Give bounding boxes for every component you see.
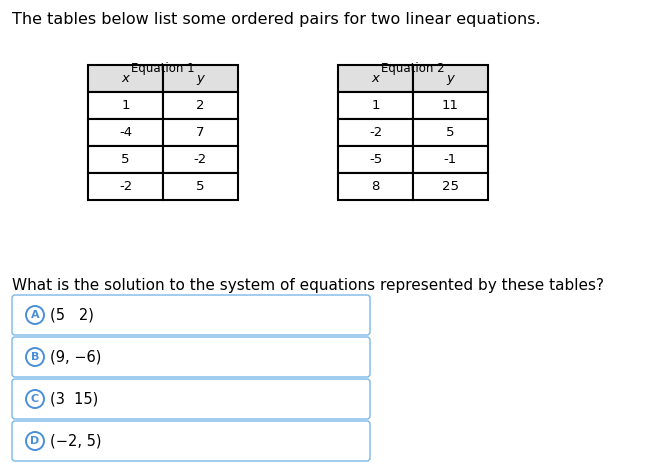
Bar (413, 65, 488, 92)
Text: A: A (31, 310, 39, 320)
Text: x: x (121, 72, 129, 85)
Circle shape (26, 432, 44, 450)
Text: Equation 1: Equation 1 (131, 62, 195, 75)
Bar (413, 92, 488, 119)
Text: 5: 5 (196, 180, 205, 193)
Circle shape (26, 390, 44, 408)
Text: 5: 5 (121, 153, 130, 166)
Text: -2: -2 (194, 153, 207, 166)
Bar (88, 146, 163, 173)
FancyBboxPatch shape (12, 421, 370, 461)
Bar (163, 92, 238, 119)
Text: -2: -2 (369, 126, 382, 139)
Text: y: y (196, 72, 204, 85)
Text: 7: 7 (196, 126, 205, 139)
Text: What is the solution to the system of equations represented by these tables?: What is the solution to the system of eq… (12, 278, 604, 293)
Bar (88, 119, 163, 146)
Text: (5   2): (5 2) (50, 308, 94, 322)
Text: y: y (446, 72, 454, 85)
Bar (163, 65, 238, 92)
Bar (413, 173, 488, 200)
Text: 5: 5 (446, 126, 455, 139)
Text: -2: -2 (119, 180, 132, 193)
Text: 1: 1 (121, 99, 130, 112)
Bar (338, 65, 413, 92)
FancyBboxPatch shape (12, 337, 370, 377)
Text: -1: -1 (444, 153, 457, 166)
Bar (338, 119, 413, 146)
Text: x: x (371, 72, 379, 85)
Circle shape (26, 306, 44, 324)
Bar (88, 92, 163, 119)
Bar (163, 119, 238, 146)
FancyBboxPatch shape (12, 295, 370, 335)
Text: B: B (31, 352, 39, 362)
Text: D: D (30, 436, 39, 446)
Text: Equation 2: Equation 2 (381, 62, 445, 75)
Text: -5: -5 (369, 153, 382, 166)
FancyBboxPatch shape (12, 379, 370, 419)
Bar (163, 173, 238, 200)
Text: 25: 25 (442, 180, 459, 193)
Text: 8: 8 (371, 180, 380, 193)
Text: -4: -4 (119, 126, 132, 139)
Circle shape (26, 348, 44, 366)
Bar (163, 146, 238, 173)
Bar (338, 92, 413, 119)
Bar (338, 173, 413, 200)
Text: The tables below list some ordered pairs for two linear equations.: The tables below list some ordered pairs… (12, 12, 541, 27)
Text: C: C (31, 394, 39, 404)
Text: (3  15): (3 15) (50, 391, 98, 406)
Text: 11: 11 (442, 99, 459, 112)
Text: 1: 1 (371, 99, 380, 112)
Bar (413, 146, 488, 173)
Text: (9, −6): (9, −6) (50, 350, 101, 364)
Bar (88, 65, 163, 92)
Bar (88, 173, 163, 200)
Text: 2: 2 (196, 99, 205, 112)
Bar (338, 146, 413, 173)
Bar (413, 119, 488, 146)
Text: (−2, 5): (−2, 5) (50, 433, 101, 448)
